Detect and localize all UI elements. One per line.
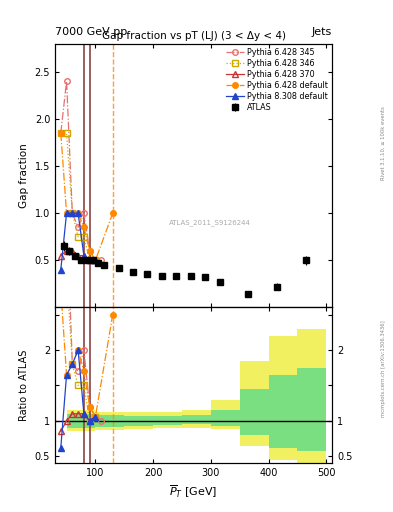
Pythia 8.308 default	[70, 210, 75, 216]
Pythia 6.428 345	[76, 224, 81, 230]
Line: Pythia 6.428 345: Pythia 6.428 345	[58, 78, 104, 263]
Y-axis label: Ratio to ATLAS: Ratio to ATLAS	[19, 350, 29, 421]
Line: Pythia 6.428 346: Pythia 6.428 346	[58, 130, 98, 263]
Pythia 6.428 345	[64, 78, 69, 84]
Pythia 6.428 default	[93, 257, 98, 263]
Pythia 6.428 default	[64, 210, 69, 216]
Title: Gap fraction vs pT (LJ) (3 < Δy < 4): Gap fraction vs pT (LJ) (3 < Δy < 4)	[101, 31, 286, 41]
Pythia 6.428 346	[76, 233, 81, 240]
Pythia 6.428 346	[59, 130, 63, 136]
Pythia 6.428 370	[70, 248, 75, 254]
Pythia 6.428 default	[70, 210, 75, 216]
Text: Jets: Jets	[312, 27, 332, 37]
Pythia 8.308 default	[59, 267, 63, 273]
Pythia 6.428 370	[59, 252, 63, 259]
Pythia 6.428 345	[87, 248, 92, 254]
Pythia 6.428 default	[81, 224, 86, 230]
Line: Pythia 6.428 default: Pythia 6.428 default	[58, 130, 116, 263]
Text: Rivet 3.1.10, ≥ 100k events: Rivet 3.1.10, ≥ 100k events	[381, 106, 386, 180]
Pythia 6.428 370	[64, 248, 69, 254]
Line: Pythia 8.308 default: Pythia 8.308 default	[58, 210, 98, 272]
Pythia 6.428 default	[59, 130, 63, 136]
Text: 7000 GeV pp: 7000 GeV pp	[55, 27, 127, 37]
Y-axis label: Gap fraction: Gap fraction	[19, 143, 29, 208]
Pythia 6.428 default	[76, 210, 81, 216]
Pythia 6.428 370	[93, 257, 98, 263]
Pythia 6.428 default	[110, 210, 115, 216]
Pythia 8.308 default	[81, 252, 86, 259]
Pythia 6.428 346	[87, 257, 92, 263]
Pythia 8.308 default	[76, 210, 81, 216]
Text: mcmplots.cern.ch [arXiv:1306.3436]: mcmplots.cern.ch [arXiv:1306.3436]	[381, 321, 386, 417]
Pythia 6.428 default	[87, 248, 92, 254]
Pythia 6.428 370	[81, 252, 86, 259]
Pythia 6.428 345	[99, 257, 104, 263]
Pythia 8.308 default	[87, 257, 92, 263]
Pythia 6.428 345	[81, 210, 86, 216]
Pythia 6.428 345	[93, 257, 98, 263]
Legend: Pythia 6.428 345, Pythia 6.428 346, Pythia 6.428 370, Pythia 6.428 default, Pyth: Pythia 6.428 345, Pythia 6.428 346, Pyth…	[225, 46, 330, 113]
Pythia 6.428 370	[87, 257, 92, 263]
Pythia 6.428 370	[76, 252, 81, 259]
Pythia 6.428 345	[70, 210, 75, 216]
Line: Pythia 6.428 370: Pythia 6.428 370	[58, 248, 98, 263]
Pythia 8.308 default	[64, 210, 69, 216]
Pythia 6.428 346	[70, 210, 75, 216]
Text: ATLAS_2011_S9126244: ATLAS_2011_S9126244	[169, 220, 251, 226]
X-axis label: $\overline{P}_T$ [GeV]: $\overline{P}_T$ [GeV]	[169, 484, 218, 500]
Pythia 8.308 default	[93, 257, 98, 263]
Pythia 6.428 345	[59, 130, 63, 136]
Pythia 6.428 346	[93, 257, 98, 263]
Pythia 6.428 346	[81, 233, 86, 240]
Pythia 6.428 346	[64, 130, 69, 136]
